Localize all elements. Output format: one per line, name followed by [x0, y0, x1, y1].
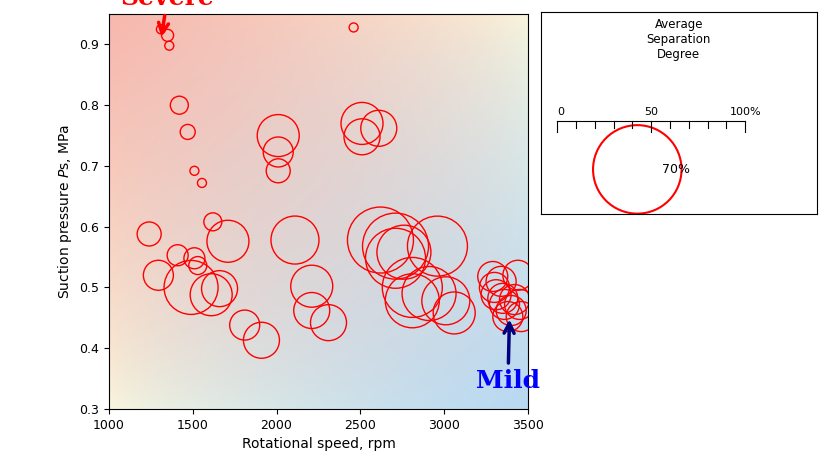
Text: Average
Separation
Degree: Average Separation Degree — [647, 18, 711, 61]
Text: Severe: Severe — [121, 0, 215, 33]
X-axis label: Rotational speed, rpm: Rotational speed, rpm — [241, 437, 396, 451]
Text: 70%: 70% — [662, 163, 691, 176]
Text: 0: 0 — [557, 107, 564, 117]
Text: 100%: 100% — [729, 107, 761, 117]
Y-axis label: Suction pressure $\it{P}$s, MPa: Suction pressure $\it{P}$s, MPa — [55, 124, 74, 299]
Text: 50: 50 — [644, 107, 658, 117]
Text: Mild: Mild — [476, 323, 540, 392]
